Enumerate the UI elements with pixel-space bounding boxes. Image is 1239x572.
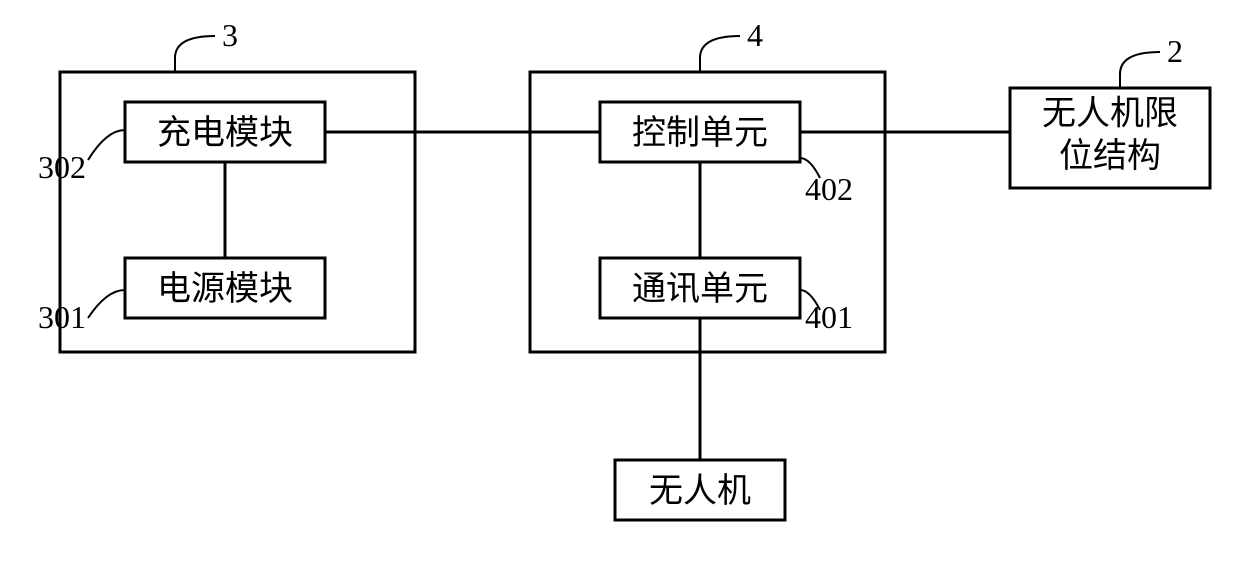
charging-module-label: 充电模块	[157, 114, 293, 152]
power-module-label: 电源模块	[157, 270, 293, 308]
group-4-ref: 4	[747, 17, 763, 53]
comm-unit-label: 通讯单元	[632, 270, 768, 308]
drone-label: 无人机	[649, 472, 751, 510]
comm-unit-ref: 401	[805, 299, 853, 335]
group-3-leader	[175, 36, 215, 72]
group-4-leader	[700, 36, 740, 72]
control-unit-label: 控制单元	[632, 114, 768, 152]
block-diagram: 3 4 充电模块 302 电源模块 301 控制单元 402 通讯单元 401 无人机限位结构 2 无人…	[0, 0, 1239, 572]
limit-structure-label-line-0: 无人机限	[1042, 94, 1178, 132]
control-unit-ref: 402	[805, 171, 853, 207]
limit-structure-label-line-1: 位结构	[1059, 137, 1161, 175]
charging-module-ref: 302	[38, 149, 86, 185]
group-3-ref: 3	[222, 17, 238, 53]
power-module-ref: 301	[38, 299, 86, 335]
limit-structure-ref: 2	[1167, 33, 1183, 69]
limit-structure-leader	[1120, 52, 1160, 88]
